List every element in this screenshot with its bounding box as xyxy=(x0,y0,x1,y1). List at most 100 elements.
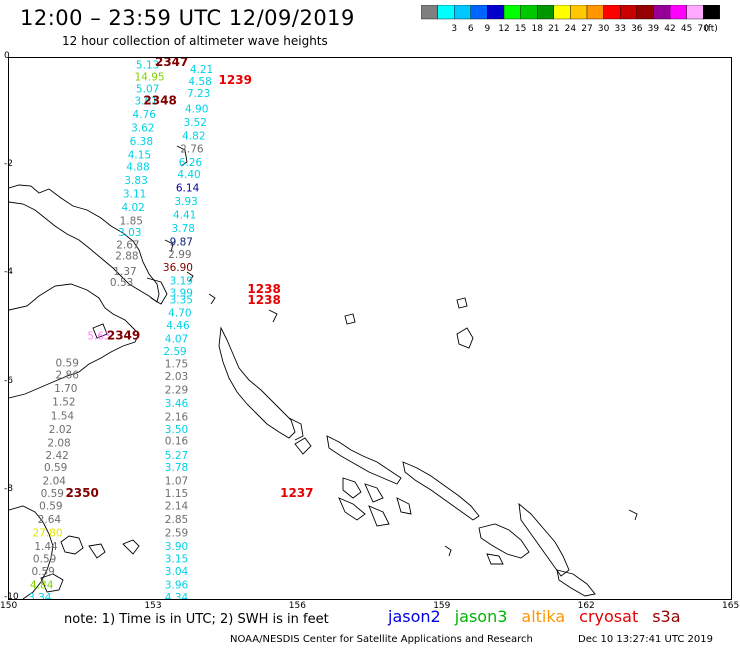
swh-label: 5.07 xyxy=(136,84,159,96)
y-tick-label: -6 xyxy=(4,375,13,386)
legend-entry: s3a xyxy=(652,607,681,626)
y-tick-label: -10 xyxy=(4,592,19,602)
scale-swatch xyxy=(570,5,588,20)
map-subtitle: 12 hour collection of altimeter wave hei… xyxy=(62,34,328,48)
scale-tick-label: 18 xyxy=(531,24,543,34)
swh-label: 3.50 xyxy=(165,424,188,436)
swh-label: 0.59 xyxy=(44,462,67,474)
y-tick-label: -2 xyxy=(4,159,13,170)
scale-swatch xyxy=(669,5,687,20)
scale-tick-label: 3 xyxy=(451,24,457,34)
swh-label: 3.78 xyxy=(172,223,195,235)
swh-label: 2.03 xyxy=(165,371,188,383)
scale-swatch xyxy=(437,5,455,20)
scale-tick-label: 45 xyxy=(681,24,692,34)
swh-label: 3.35 xyxy=(170,294,193,306)
scale-swatch xyxy=(421,5,438,20)
coast-santa-isabel xyxy=(402,461,480,521)
swh-label: 2.59 xyxy=(163,346,186,358)
y-tick-label: -8 xyxy=(4,483,13,494)
x-tick-label: 153 xyxy=(144,601,162,611)
swh-label: 3.15 xyxy=(165,554,188,566)
x-tick-label: 156 xyxy=(288,601,306,611)
swh-label: 5.13 xyxy=(136,60,159,72)
coast-makira xyxy=(556,569,596,597)
swh-label: 3.90 xyxy=(165,541,188,553)
scale-tick-label: 36 xyxy=(631,24,643,34)
swh-label: 4.21 xyxy=(190,64,213,76)
swh-label: 4.82 xyxy=(182,131,205,143)
swh-label: 1.37 xyxy=(113,266,136,278)
scale-swatch xyxy=(686,5,704,20)
swh-label: 2.59 xyxy=(165,528,188,540)
swh-label: 0.53 xyxy=(110,277,133,289)
swh-label: 0.59 xyxy=(31,566,54,578)
scale-swatch xyxy=(703,5,721,20)
swh-label: 6.38 xyxy=(130,136,153,148)
map-title: 12:00 – 23:59 UTC 12/09/2019 xyxy=(20,6,355,30)
pass-time-label: 2349 xyxy=(107,329,140,343)
scale-tick-label: 30 xyxy=(598,24,610,34)
swh-label: 4.90 xyxy=(185,104,208,116)
pass-time-label: 1237 xyxy=(280,486,313,500)
scale-tick-label: 33 xyxy=(614,24,625,34)
coast-png-mainland xyxy=(9,505,54,599)
swh-label: 0.59 xyxy=(56,357,79,369)
swh-label: 0.59 xyxy=(41,488,64,500)
coast-guadalcanal xyxy=(478,523,530,559)
swh-label: 3.83 xyxy=(124,175,147,187)
swh-label: 4.88 xyxy=(126,161,149,173)
swh-label: 4.40 xyxy=(177,169,200,181)
scale-tick-label: 21 xyxy=(548,24,559,34)
swh-label: 3.46 xyxy=(165,398,189,410)
scale-tick-label: 27 xyxy=(581,24,592,34)
generated-timestamp: Dec 10 13:27:41 UTC 2019 xyxy=(578,634,713,645)
scale-swatch xyxy=(536,5,554,20)
scale-swatch xyxy=(603,5,621,20)
swh-label: 3.99 xyxy=(170,287,193,299)
scale-tick-label: 6 xyxy=(468,24,474,34)
scale-unit: (ft) xyxy=(704,24,718,34)
scale-swatch xyxy=(553,5,571,20)
swh-label: 5.27 xyxy=(165,450,188,462)
pass-time-label: 1239 xyxy=(219,73,252,87)
swh-label: 1.44 xyxy=(34,541,58,553)
scale-tick-label: 12 xyxy=(498,24,509,34)
swh-label: 2.08 xyxy=(47,437,70,449)
swh-label: 2.76 xyxy=(180,144,204,156)
swh-label: 3.93 xyxy=(174,196,197,208)
scale-swatch xyxy=(619,5,637,20)
swh-label: 4.34 xyxy=(165,592,189,600)
swh-label: 2.29 xyxy=(165,384,188,396)
swh-label: 3.04 xyxy=(165,566,189,578)
footer-note: note: 1) Time is in UTC; 2) SWH is in fe… xyxy=(64,612,329,627)
pass-time-label: 1238 xyxy=(247,293,280,307)
credit-line: NOAA/NESDIS Center for Satellite Applica… xyxy=(230,634,533,645)
swh-label: 3.78 xyxy=(165,462,188,474)
coastlines xyxy=(9,145,638,599)
swh-label: 3.52 xyxy=(184,117,207,129)
scale-swatch xyxy=(470,5,488,20)
swh-label: 3.03 xyxy=(118,227,141,239)
swh-label: 1.54 xyxy=(51,410,75,422)
swh-label: 6.14 xyxy=(176,183,200,195)
swh-label: 2.86 xyxy=(56,370,80,382)
scale-swatch xyxy=(487,5,505,20)
pass-time-label: 2350 xyxy=(65,486,98,500)
swh-label: 1.85 xyxy=(120,216,143,228)
scale-swatch xyxy=(653,5,671,20)
legend-entry: jason2 xyxy=(388,607,441,626)
swh-label: 0.59 xyxy=(39,501,62,513)
pass-time-label: 1238 xyxy=(247,282,280,296)
scale-tick-label: 70 xyxy=(697,24,709,34)
swh-label: 4.58 xyxy=(188,76,211,88)
swh-label: 3.61 xyxy=(134,95,157,107)
swh-label: 2.02 xyxy=(49,424,72,436)
legend-entry: cryosat xyxy=(579,607,639,626)
coast-new-britain xyxy=(9,283,140,399)
swh-label: 3.34 xyxy=(28,592,52,600)
swh-label: 1.52 xyxy=(52,397,75,409)
scale-swatch xyxy=(520,5,538,20)
